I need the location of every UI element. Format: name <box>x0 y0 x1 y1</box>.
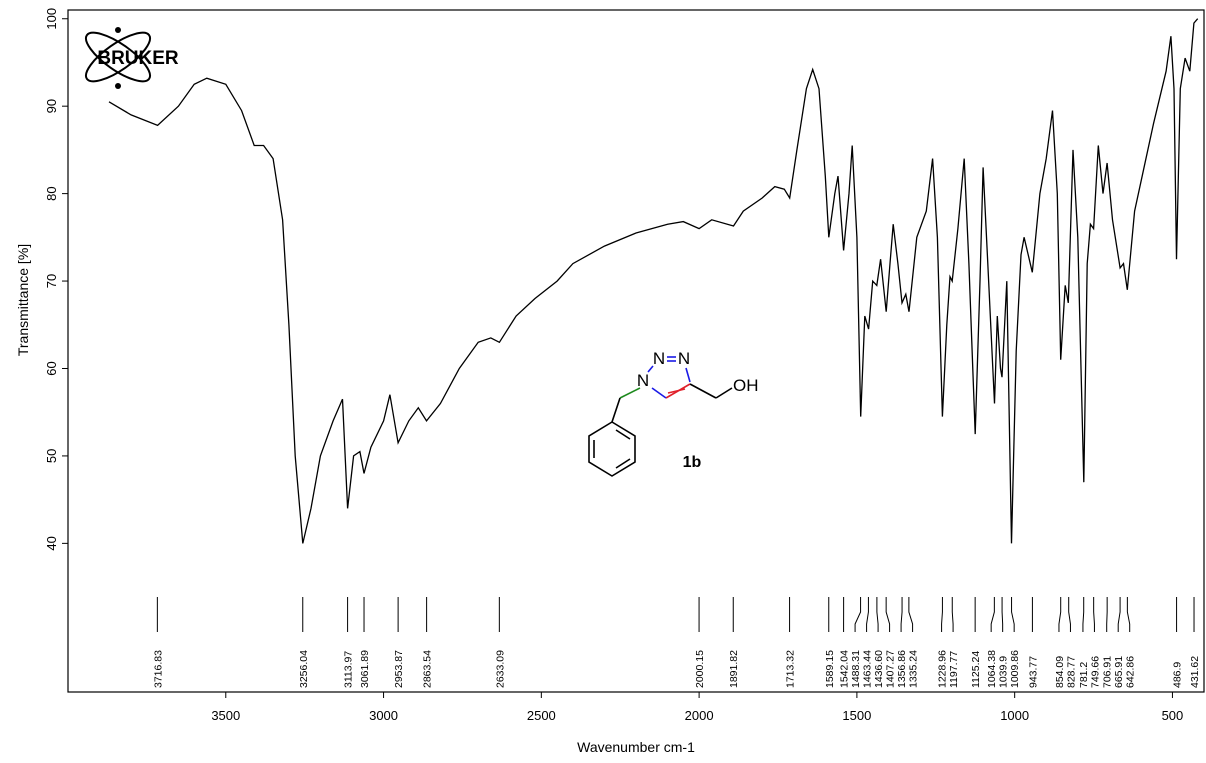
atom-label: N <box>678 349 690 368</box>
peak-label: 1488.31 <box>850 650 862 688</box>
peak-label: 3061.89 <box>359 650 371 688</box>
peak-label: 1228.96 <box>937 650 949 688</box>
peak-label: 1356.86 <box>896 650 908 688</box>
peak-marker <box>951 597 954 632</box>
peak-label: 1407.27 <box>885 650 897 688</box>
peak-label: 854.09 <box>1054 656 1066 688</box>
peak-marker <box>1093 597 1095 632</box>
peak-label: 3716.83 <box>152 650 164 688</box>
peak-marker <box>866 597 869 632</box>
atom-label: N <box>637 371 649 390</box>
peak-label: 1064.38 <box>986 650 998 688</box>
x-tick-label: 3000 <box>369 708 398 723</box>
peak-marker <box>1011 597 1015 632</box>
y-tick-label: 90 <box>44 99 59 113</box>
peak-label: 1463.44 <box>862 650 874 688</box>
peak-marker <box>885 597 891 632</box>
peak-label: 2953.87 <box>393 650 405 688</box>
y-tick-label: 100 <box>44 8 59 30</box>
peak-label: 2863.54 <box>422 650 434 688</box>
peak-label: 1891.82 <box>728 650 740 688</box>
peak-label: 1009.86 <box>1009 650 1021 688</box>
peak-marker <box>854 597 862 632</box>
peak-label: 1039.9 <box>998 656 1010 688</box>
plot-frame <box>67 9 1205 693</box>
logo-text: BRUKER <box>97 48 179 69</box>
peak-marker <box>1058 597 1062 632</box>
y-tick-label: 40 <box>44 536 59 550</box>
peak-marker <box>990 597 995 632</box>
peak-label: 3256.04 <box>298 650 310 688</box>
y-tick-label: 80 <box>44 186 59 200</box>
peak-label: 749.66 <box>1089 656 1101 688</box>
peak-label: 706.91 <box>1102 656 1114 688</box>
peak-label: 1125.24 <box>970 651 982 688</box>
peak-marker <box>1117 597 1121 632</box>
peak-label: 1436.60 <box>873 650 885 688</box>
peak-label: 828.77 <box>1065 656 1077 688</box>
peak-label: 1589.15 <box>824 650 836 688</box>
peak-label: 781.2 <box>1078 662 1090 688</box>
atom-label: N <box>653 349 665 368</box>
peak-label: 1713.32 <box>785 650 797 688</box>
logo: BRUKER <box>84 27 179 89</box>
peak-label: 431.62 <box>1189 656 1201 688</box>
peak-label: 3113.97 <box>343 651 355 688</box>
y-tick-label: 60 <box>44 361 59 375</box>
x-tick-label: 2000 <box>685 708 714 723</box>
peak-label: 2633.09 <box>494 650 506 688</box>
peak-marker <box>1082 597 1085 632</box>
x-tick-label: 2500 <box>527 708 556 723</box>
peak-marker <box>900 597 903 632</box>
y-tick-label: 50 <box>44 449 59 463</box>
x-tick-label: 1000 <box>1000 708 1029 723</box>
peak-label: 2000.15 <box>694 650 706 688</box>
x-tick-label: 1500 <box>842 708 871 723</box>
x-tick-label: 3500 <box>211 708 240 723</box>
atom-label: OH <box>733 376 759 395</box>
peak-marker <box>908 597 914 632</box>
y-tick-label: 70 <box>44 274 59 288</box>
peak-label: 1542.04 <box>839 650 851 688</box>
y-axis-title: Transmittance [%] <box>15 244 31 356</box>
peak-label: 486.9 <box>1172 662 1184 688</box>
structure: N N N OH 1b <box>588 349 759 477</box>
peak-marker <box>876 597 879 632</box>
x-axis-title: Wavenumber cm-1 <box>577 739 695 755</box>
peak-label: 1197.77 <box>948 651 960 688</box>
peak-label: 943.77 <box>1027 656 1039 688</box>
compound-label: 1b <box>683 454 702 471</box>
peak-marker <box>1126 597 1131 632</box>
peak-label: 1335.24 <box>908 650 920 688</box>
peak-label: 665.91 <box>1113 656 1125 688</box>
peak-marker <box>941 597 943 632</box>
peak-marker <box>1001 597 1004 632</box>
peak-label: 642.86 <box>1125 656 1137 688</box>
spectrum-line <box>108 18 1199 544</box>
x-tick-label: 500 <box>1162 708 1184 723</box>
peak-marker <box>1068 597 1071 632</box>
